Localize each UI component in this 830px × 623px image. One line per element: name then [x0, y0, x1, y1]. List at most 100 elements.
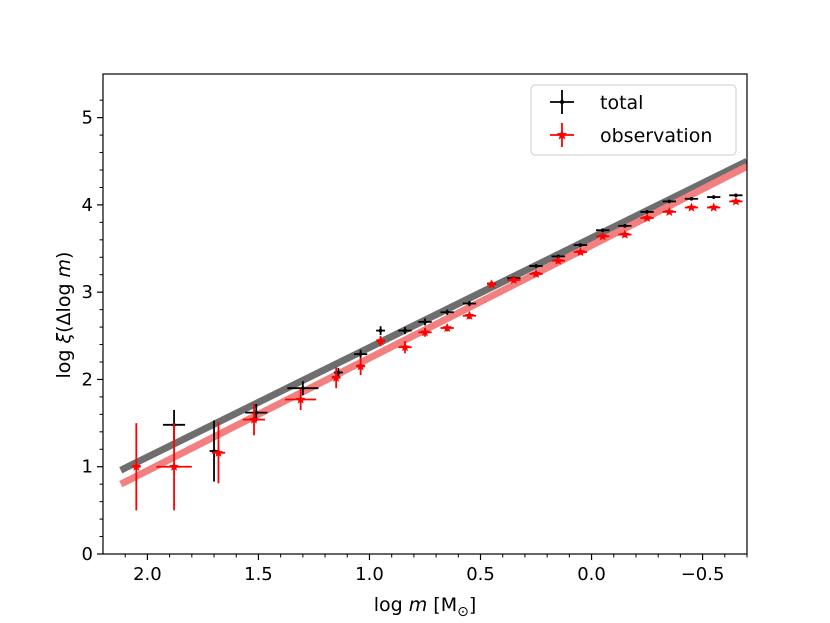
star-marker: [664, 206, 675, 216]
axes-frame: [102, 73, 748, 555]
data-point-total-10: [462, 300, 477, 307]
plus-marker: [623, 224, 627, 228]
data-point-observation-9: [418, 327, 432, 337]
plus-marker: [711, 195, 716, 199]
x-axis-label-unit: [M: [427, 594, 457, 616]
data-point-observation-7: [375, 335, 386, 347]
legend-marker-total: [550, 90, 574, 114]
plus-marker: [445, 310, 450, 315]
data-point-observation-14: [529, 268, 543, 278]
star-marker: [331, 372, 341, 382]
plus-marker: [378, 328, 383, 333]
plus-marker: [578, 243, 583, 247]
plus-marker: [534, 264, 538, 268]
plus-marker: [254, 410, 259, 415]
legend-marker-observation: [550, 123, 574, 147]
data-point-observation-5: [331, 367, 341, 389]
star-marker: [575, 247, 586, 257]
data-point-total-3: [287, 381, 319, 396]
star-marker: [509, 274, 519, 285]
plus-marker: [467, 301, 472, 306]
data-point-observation-3: [242, 403, 266, 436]
y-tick-label: 1: [82, 457, 93, 478]
data-point-observation-11: [462, 310, 477, 320]
data-point-observation-16: [573, 247, 588, 257]
star-marker: [686, 202, 697, 212]
star-marker: [464, 310, 475, 320]
data-point-total-20: [684, 197, 699, 201]
plus-marker: [734, 193, 738, 198]
fit-line-observation: [119, 163, 747, 488]
y-tick-label: 4: [82, 195, 93, 216]
plus-marker: [667, 199, 672, 204]
data-point-observation-6: [355, 357, 366, 376]
data-point-observation-17: [595, 231, 610, 241]
data-point-observation-19: [640, 213, 654, 223]
data-point-observation-8: [398, 341, 412, 354]
data-point-observation-20: [662, 206, 676, 216]
y-tick-label: 2: [82, 369, 93, 390]
star-marker: [597, 231, 608, 241]
plus-marker: [600, 228, 605, 233]
data-point-total-21: [707, 195, 721, 199]
star-marker: [553, 255, 563, 265]
star-marker: [400, 342, 410, 352]
y-axis-label-close: ): [53, 252, 75, 259]
x-axis-label-variable: m: [409, 594, 428, 616]
star-marker: [295, 394, 306, 404]
data-point-total-7: [398, 327, 412, 335]
y-axis-label: log ξ(Δlog m): [53, 252, 75, 379]
plot-content: [119, 158, 747, 511]
star-marker: [531, 268, 541, 278]
x-tick-label: 1.0: [355, 564, 384, 585]
legend-dot: [560, 100, 564, 104]
x-tick-label: −0.5: [681, 564, 725, 585]
legend-star: [556, 129, 568, 140]
plus-marker: [645, 210, 649, 214]
y-axis-label-variable: m: [53, 259, 75, 278]
legend-label-total: total: [600, 92, 643, 114]
data-point-total-9: [440, 309, 454, 315]
data-point-total-6: [376, 326, 386, 335]
star-marker: [642, 213, 652, 223]
x-axis-label: log m [M⊙]: [374, 594, 477, 620]
data-point-total-15: [573, 243, 588, 247]
plus-marker: [423, 320, 427, 324]
star-marker: [620, 229, 630, 239]
star-marker: [442, 322, 452, 333]
x-tick-label: 2.0: [133, 564, 162, 585]
data-point-observation-22: [707, 202, 721, 212]
data-point-observation-21: [684, 202, 699, 212]
y-tick-label: 0: [82, 544, 93, 565]
data-point-observation-4: [285, 389, 317, 410]
axes: 2.0 1.5 1.0 0.5 0.0 −0.5 0 1 2 3 4 5: [82, 73, 748, 585]
x-tick-label: 0.0: [577, 564, 606, 585]
star-marker: [731, 196, 741, 206]
data-point-total-17: [618, 224, 632, 228]
y-axis-label-prefix: log: [53, 343, 75, 378]
star-marker: [420, 327, 430, 337]
data-point-total-5: [353, 349, 368, 359]
plus-marker: [358, 352, 363, 356]
plot-area: [119, 158, 747, 511]
data-point-total-19: [662, 199, 676, 204]
star-marker: [355, 361, 366, 371]
plus-marker: [403, 328, 407, 333]
x-tick-label: 1.5: [244, 564, 273, 585]
data-point-total-13: [529, 264, 543, 268]
star-marker: [249, 414, 259, 424]
data-point-observation-2: [211, 422, 226, 484]
legend-label-observation: observation: [600, 125, 712, 147]
star-marker: [131, 461, 142, 471]
data-point-observation-1: [156, 423, 192, 511]
plus-marker: [689, 197, 694, 201]
data-point-observation-15: [551, 255, 565, 265]
plus-marker: [336, 370, 341, 375]
legend-frame: [530, 84, 737, 156]
star-marker: [213, 447, 224, 457]
y-axis-label-delta: (Δlog: [53, 277, 75, 332]
data-point-observation-13: [507, 274, 521, 285]
star-marker: [486, 279, 497, 289]
star-marker: [169, 461, 179, 471]
data-point-observation-18: [618, 229, 632, 239]
